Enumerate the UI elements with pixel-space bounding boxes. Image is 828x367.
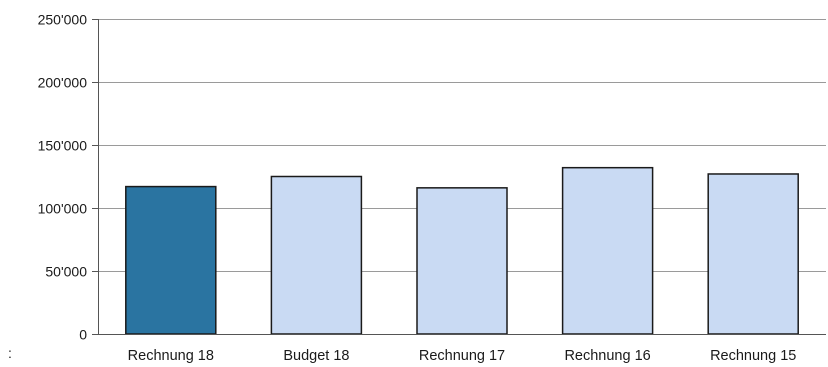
bar-rechnung-18 — [125, 185, 217, 335]
x-axis-labels: Rechnung 18 Budget 18 Rechnung 17 Rechnung … — [128, 348, 797, 364]
y-tick-label: 50'000 — [45, 264, 87, 280]
bar-budget-18 — [270, 175, 363, 335]
x-tick-label: Rechnung 15 — [710, 348, 796, 364]
x-tick-label: Rechnung 17 — [419, 348, 505, 364]
bar-rechnung-16 — [561, 166, 654, 335]
y-tick-label: 0 — [79, 327, 87, 343]
y-tick-label: 150'000 — [38, 138, 88, 154]
bar-rechnung-15 — [707, 173, 799, 335]
x-tick-label: Rechnung 18 — [128, 348, 214, 364]
bar-rechnung-17 — [416, 187, 508, 335]
x-tick-label: Budget 18 — [283, 348, 349, 364]
x-tick-label: Rechnung 16 — [564, 348, 650, 364]
y-axis-ticks: 0 50'000 100'000 150'000 200'000 250'000 — [38, 12, 98, 343]
y-tick-label: 250'000 — [38, 12, 88, 28]
gridlines — [98, 19, 826, 272]
y-tick-label: 100'000 — [38, 201, 88, 217]
bars — [125, 166, 799, 335]
stray-mark: : — [8, 345, 12, 361]
y-tick-label: 200'000 — [38, 75, 88, 91]
